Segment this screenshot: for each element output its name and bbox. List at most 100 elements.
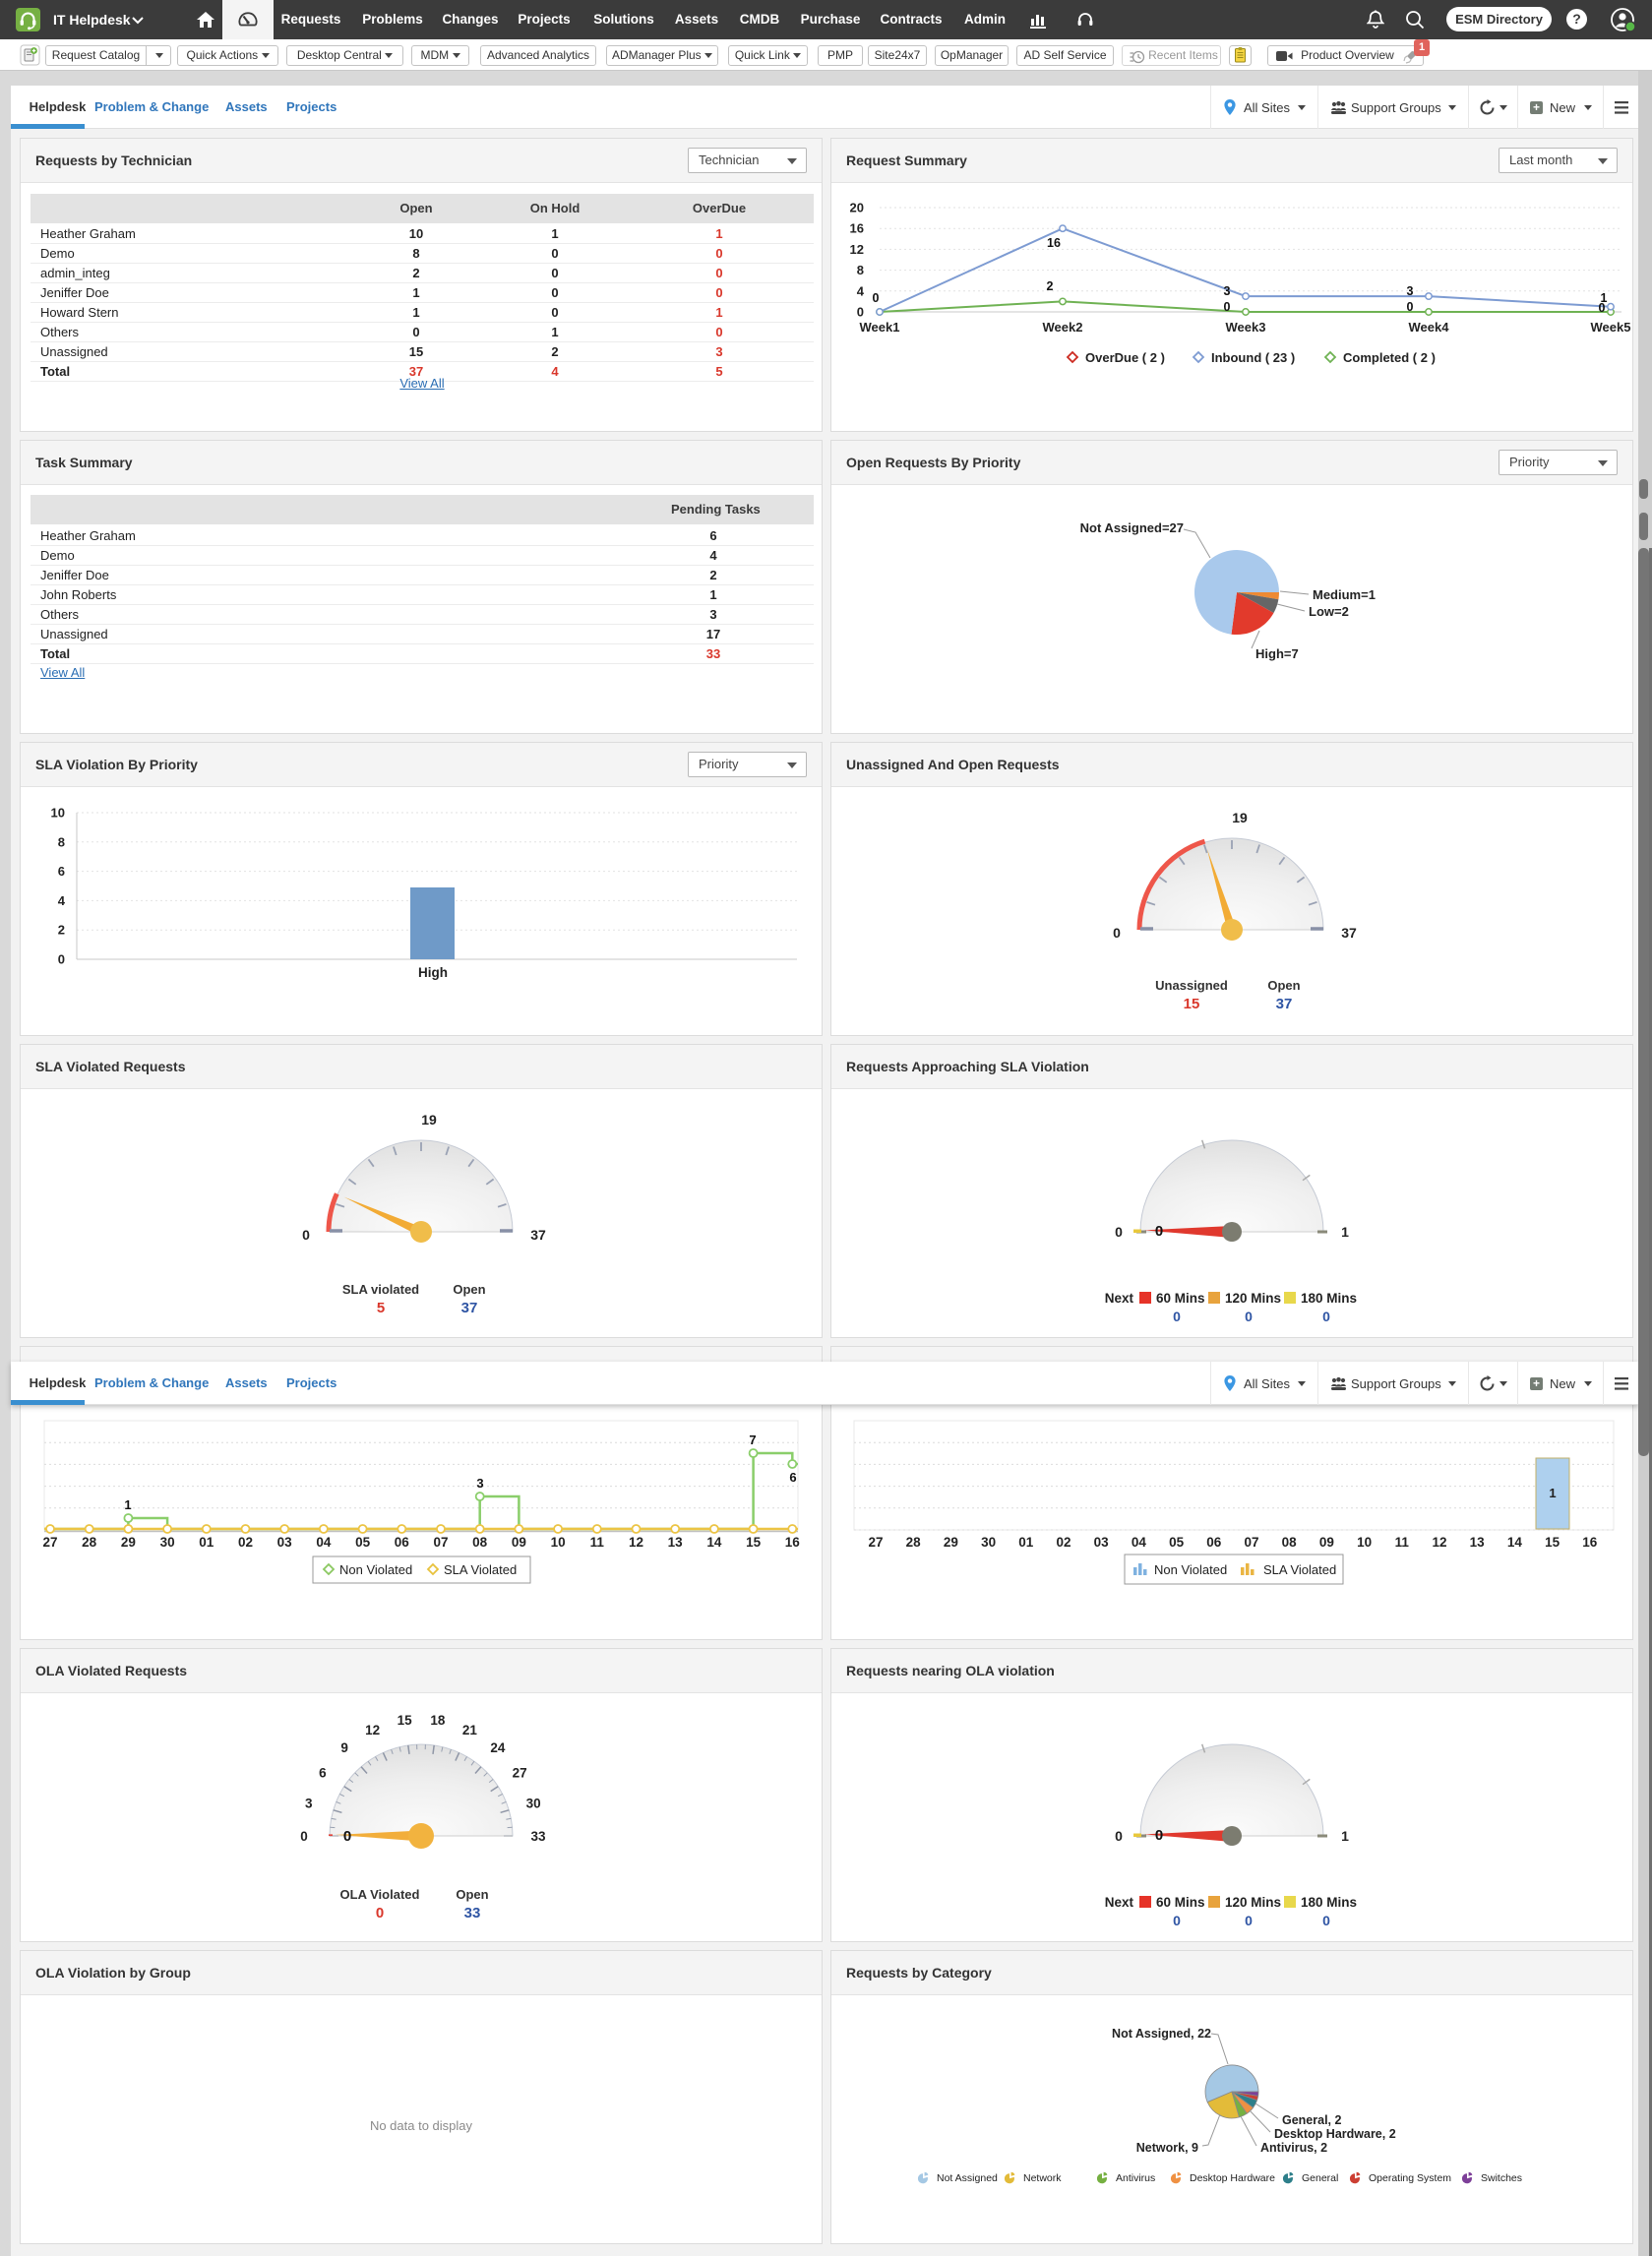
svg-text:Not Assigned: Not Assigned [937, 2172, 998, 2184]
svg-text:07: 07 [433, 1535, 448, 1550]
svg-text:11: 11 [590, 1535, 605, 1550]
svg-text:27: 27 [42, 1535, 57, 1550]
svg-text:Week2: Week2 [1043, 320, 1083, 335]
svg-text:10: 10 [551, 1535, 566, 1550]
svg-text:General, 2: General, 2 [1282, 2113, 1341, 2127]
svg-text:37: 37 [461, 1300, 478, 1316]
svg-text:Completed ( 2 ): Completed ( 2 ) [1343, 350, 1436, 365]
svg-text:Desktop Hardware: Desktop Hardware [1190, 2172, 1275, 2184]
svg-text:12: 12 [850, 242, 864, 257]
svg-text:60 Mins: 60 Mins [1156, 1291, 1205, 1306]
svg-text:16: 16 [785, 1535, 801, 1550]
svg-text:30: 30 [526, 1797, 541, 1811]
svg-text:8: 8 [58, 834, 65, 849]
svg-text:Medium=1: Medium=1 [1313, 587, 1376, 602]
svg-text:OLA Violated: OLA Violated [340, 1887, 420, 1902]
svg-text:0: 0 [376, 1905, 384, 1921]
svg-text:Network: Network [1023, 2172, 1062, 2184]
svg-text:3: 3 [1224, 284, 1231, 298]
svg-text:SLA Violated: SLA Violated [1263, 1562, 1336, 1577]
svg-text:2: 2 [1047, 279, 1054, 293]
svg-text:15: 15 [398, 1713, 413, 1728]
svg-text:03: 03 [1094, 1535, 1110, 1550]
svg-text:0: 0 [1322, 1913, 1330, 1928]
svg-text:33: 33 [464, 1905, 481, 1921]
svg-text:10: 10 [1357, 1535, 1372, 1550]
svg-text:120 Mins: 120 Mins [1225, 1291, 1281, 1306]
svg-text:16: 16 [1582, 1535, 1598, 1550]
svg-text:Week3: Week3 [1226, 320, 1266, 335]
svg-text:12: 12 [365, 1723, 380, 1738]
svg-text:30: 30 [160, 1535, 175, 1550]
svg-text:0: 0 [302, 1227, 310, 1243]
svg-text:15: 15 [1545, 1535, 1560, 1550]
svg-text:0: 0 [1599, 301, 1606, 315]
svg-text:24: 24 [490, 1740, 506, 1755]
svg-text:02: 02 [238, 1535, 253, 1550]
svg-text:0: 0 [300, 1829, 308, 1844]
svg-text:27: 27 [513, 1766, 527, 1781]
svg-text:SLA violated: SLA violated [342, 1282, 419, 1297]
svg-text:0: 0 [873, 291, 880, 305]
svg-text:Switches: Switches [1481, 2172, 1522, 2184]
svg-text:37: 37 [530, 1227, 546, 1243]
svg-text:15: 15 [1184, 996, 1200, 1012]
svg-text:60 Mins: 60 Mins [1156, 1895, 1205, 1910]
svg-text:Next: Next [1105, 1291, 1134, 1306]
svg-text:Non Violated: Non Violated [1154, 1562, 1227, 1577]
svg-text:07: 07 [1244, 1535, 1258, 1550]
svg-text:Operating System: Operating System [1369, 2172, 1451, 2184]
svg-text:Not Assigned, 22: Not Assigned, 22 [1112, 2027, 1211, 2041]
svg-text:High=7: High=7 [1255, 646, 1299, 661]
svg-text:5: 5 [377, 1300, 385, 1316]
svg-text:14: 14 [706, 1535, 722, 1550]
svg-text:0: 0 [1173, 1309, 1181, 1324]
svg-text:Non Violated: Non Violated [339, 1562, 412, 1577]
svg-text:SLA Violated: SLA Violated [444, 1562, 517, 1577]
svg-text:Inbound ( 23 ): Inbound ( 23 ) [1211, 350, 1295, 365]
svg-text:18: 18 [430, 1713, 446, 1728]
svg-text:General: General [1302, 2172, 1338, 2184]
svg-text:21: 21 [462, 1723, 478, 1738]
svg-text:4: 4 [857, 283, 865, 298]
svg-text:Low=2: Low=2 [1309, 604, 1349, 619]
svg-text:0: 0 [1115, 1828, 1123, 1844]
svg-text:29: 29 [121, 1535, 136, 1550]
svg-text:16: 16 [1047, 236, 1061, 250]
svg-text:Open: Open [453, 1282, 485, 1297]
svg-text:Next: Next [1105, 1895, 1134, 1910]
svg-text:6: 6 [319, 1766, 327, 1781]
svg-text:16: 16 [850, 221, 864, 236]
svg-text:180 Mins: 180 Mins [1301, 1291, 1357, 1306]
svg-text:05: 05 [1169, 1535, 1185, 1550]
svg-text:19: 19 [421, 1112, 437, 1128]
svg-text:10: 10 [51, 806, 65, 821]
svg-text:37: 37 [1341, 925, 1357, 941]
svg-text:30: 30 [981, 1535, 996, 1550]
svg-text:12: 12 [629, 1535, 643, 1550]
svg-text:09: 09 [512, 1535, 526, 1550]
svg-text:04: 04 [1132, 1535, 1147, 1550]
svg-text:Network, 9: Network, 9 [1136, 2141, 1198, 2155]
svg-text:06: 06 [1206, 1535, 1222, 1550]
svg-text:120 Mins: 120 Mins [1225, 1895, 1281, 1910]
svg-text:Not Assigned=27: Not Assigned=27 [1080, 520, 1184, 535]
svg-text:1: 1 [1341, 1828, 1349, 1844]
svg-text:08: 08 [472, 1535, 488, 1550]
svg-text:28: 28 [82, 1535, 97, 1550]
svg-text:0: 0 [1113, 925, 1121, 941]
svg-text:1: 1 [124, 1497, 131, 1512]
svg-text:03: 03 [277, 1535, 293, 1550]
svg-text:High: High [418, 965, 448, 980]
svg-text:4: 4 [58, 893, 66, 908]
svg-text:Unassigned: Unassigned [1155, 978, 1228, 993]
svg-text:14: 14 [1507, 1535, 1523, 1550]
svg-text:0: 0 [1245, 1309, 1253, 1324]
svg-text:04: 04 [316, 1535, 332, 1550]
svg-text:0: 0 [857, 305, 864, 320]
svg-text:02: 02 [1056, 1535, 1071, 1550]
svg-text:6: 6 [789, 1470, 796, 1485]
svg-text:01: 01 [199, 1535, 214, 1550]
svg-text:33: 33 [530, 1829, 546, 1844]
svg-text:0: 0 [1115, 1224, 1123, 1240]
